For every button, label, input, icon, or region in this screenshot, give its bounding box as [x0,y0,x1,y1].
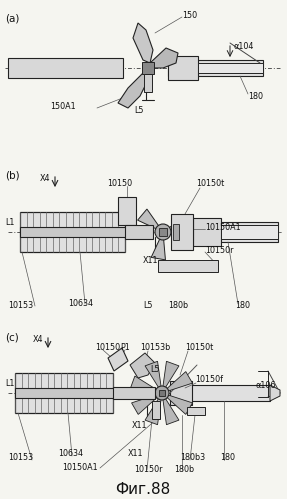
Bar [158,260,218,272]
Polygon shape [133,23,153,63]
Text: (c): (c) [5,333,19,343]
Text: 180b: 180b [174,466,194,475]
Text: L1: L1 [5,218,14,227]
Text: α104: α104 [233,41,253,50]
Bar [193,218,221,246]
Text: (a): (a) [5,13,20,23]
Text: L5: L5 [143,301,152,310]
Polygon shape [130,376,158,392]
Polygon shape [163,361,179,389]
Text: 10634: 10634 [58,450,83,459]
Text: X11: X11 [132,421,148,430]
Polygon shape [166,395,193,414]
Text: 10150r: 10150r [205,246,234,254]
Text: 180b3: 180b3 [180,454,205,463]
Polygon shape [131,395,158,414]
Polygon shape [151,238,165,260]
Text: 10153b: 10153b [140,342,170,351]
Bar [15,373,113,413]
Bar [152,401,160,419]
Bar [159,390,165,396]
Bar [15,388,118,398]
Text: 10634: 10634 [68,298,93,307]
Text: 180: 180 [235,301,250,310]
Polygon shape [163,397,179,425]
Text: 180: 180 [248,91,263,100]
Text: Фиг.88: Фиг.88 [115,483,171,498]
Bar [198,63,263,73]
Text: 10150f: 10150f [195,376,223,385]
Bar [125,225,153,239]
Text: 10153: 10153 [8,454,33,463]
Bar [168,56,198,80]
Bar [144,74,152,92]
Text: 10150t: 10150t [196,180,224,189]
Text: L1: L1 [5,379,14,388]
Text: X11: X11 [128,450,144,459]
Text: L5: L5 [134,105,144,114]
Bar [20,227,130,237]
Text: 10150A1: 10150A1 [62,464,98,473]
Text: X4: X4 [33,335,44,344]
Polygon shape [166,372,193,391]
Bar [113,387,155,399]
Bar [170,385,270,401]
Polygon shape [118,73,150,108]
Bar [8,58,123,78]
Bar [193,222,278,242]
Bar [20,212,125,252]
Polygon shape [108,348,128,371]
Text: 10150: 10150 [107,180,133,189]
Text: X11: X11 [143,256,158,265]
Polygon shape [145,361,161,389]
Polygon shape [150,48,178,68]
Text: P1: P1 [120,342,130,351]
Bar [142,62,154,74]
Polygon shape [168,216,191,232]
Bar [159,228,167,236]
Text: 10150A1: 10150A1 [205,223,241,232]
Text: 180: 180 [220,454,235,463]
Polygon shape [138,209,160,230]
Text: 10150t: 10150t [185,342,213,351]
Polygon shape [145,397,161,425]
Text: L5: L5 [150,365,160,375]
Text: 150A1: 150A1 [50,101,76,110]
Bar [187,407,205,415]
Text: X4: X4 [40,174,51,183]
Bar [221,225,278,239]
Bar [170,381,192,405]
Text: α106: α106 [255,381,275,390]
Text: 10150r: 10150r [134,466,162,475]
Text: 10150: 10150 [95,342,120,351]
Text: 150: 150 [182,10,197,19]
Bar [171,214,193,250]
Bar [173,224,179,240]
Text: 180b: 180b [168,301,188,310]
Polygon shape [270,385,280,401]
Text: (b): (b) [5,170,20,180]
Text: 10153: 10153 [8,301,33,310]
Circle shape [155,386,169,400]
Bar [118,197,136,225]
Bar [168,60,263,76]
Circle shape [155,224,171,240]
Polygon shape [130,353,155,378]
